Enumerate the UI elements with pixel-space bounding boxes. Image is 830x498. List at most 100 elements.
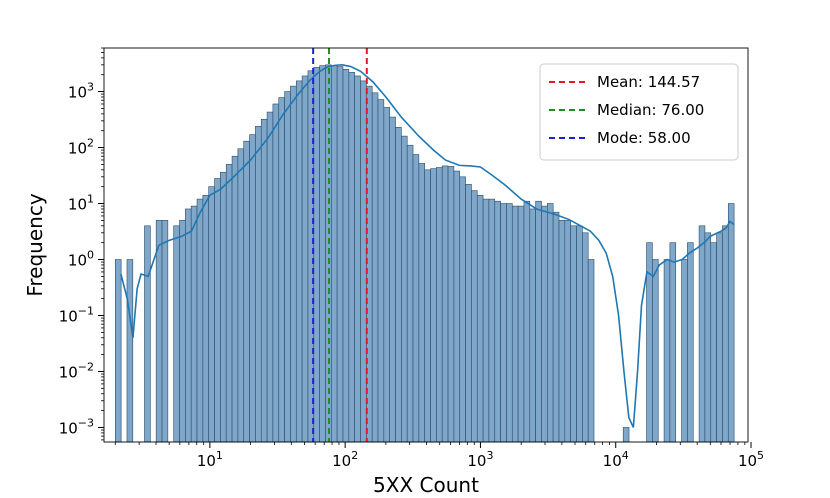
histogram-bar: [173, 225, 180, 443]
histogram-bar: [570, 225, 577, 443]
y-axis-ticks: 10−3 10−2 10−1 100 101 102 103: [59, 47, 104, 441]
histogram-bar: [430, 168, 437, 443]
legend-label: Mean: 144.57: [597, 73, 700, 91]
legend-label: Mode: 58.00: [597, 129, 691, 147]
histogram-bar: [295, 80, 303, 443]
histogram-bar: [348, 72, 355, 443]
histogram-bar: [255, 125, 262, 443]
histogram-bar: [389, 116, 396, 443]
histogram-bar: [336, 66, 344, 443]
histogram-bar: [698, 225, 706, 443]
histogram-bar: [541, 205, 548, 443]
histogram-bar: [354, 75, 361, 443]
histogram-bar: [476, 195, 484, 443]
histogram-bar: [272, 103, 280, 443]
histogram-bar: [529, 208, 536, 443]
histogram-bar: [208, 186, 215, 443]
plot-frame: [103, 47, 749, 443]
reference-lines: [312, 48, 368, 442]
histogram-bar: [576, 225, 583, 443]
histogram-bar: [418, 163, 426, 443]
histogram-bar: [243, 140, 250, 443]
histogram-bar: [500, 203, 507, 443]
histogram-bar: [126, 259, 134, 443]
histogram-bar: [144, 225, 151, 443]
histogram-bar: [488, 198, 496, 443]
kde-curve: [120, 64, 735, 428]
histogram-bar: [436, 167, 443, 443]
legend-box: [539, 63, 739, 161]
histogram-bar: [722, 225, 729, 443]
histogram-bar: [301, 75, 309, 443]
histogram-bar: [517, 205, 525, 443]
histogram-bar: [523, 200, 531, 443]
y-tick-label: 102: [68, 137, 94, 158]
y-tick-label: 10−2: [59, 360, 94, 381]
histogram-bar: [459, 176, 466, 443]
histogram-bar: [412, 154, 420, 443]
histogram-bar: [237, 148, 245, 443]
histogram-bar: [260, 118, 268, 443]
histogram-bar: [494, 200, 501, 443]
histogram-bar: [704, 232, 712, 443]
y-tick-label: 10−3: [59, 416, 94, 437]
histogram-bar: [681, 259, 688, 443]
x-tick-label: 105: [738, 449, 764, 470]
y-tick-label: 10−1: [59, 304, 94, 325]
histogram-bar: [307, 70, 315, 443]
histogram-bar: [115, 259, 122, 443]
histogram-bar: [395, 127, 402, 443]
histogram-bar: [546, 203, 554, 443]
histogram-bar: [482, 198, 490, 443]
histogram-bar: [582, 232, 589, 443]
histogram-bar: [465, 184, 472, 443]
histogram-bar: [155, 220, 163, 443]
histogram-bar: [214, 178, 221, 443]
histogram-bar: [225, 164, 233, 443]
histogram-bar: [506, 203, 513, 443]
x-tick-label: 102: [332, 449, 358, 470]
x-tick-label: 103: [467, 449, 493, 470]
histogram-bar: [401, 135, 408, 443]
y-axis-label: Frequency: [23, 193, 47, 296]
histogram-bar: [511, 205, 519, 443]
histogram-bar: [406, 144, 414, 443]
histogram-bar: [284, 91, 291, 443]
x-tick-label: 101: [197, 449, 223, 470]
histogram-bar: [249, 134, 256, 443]
histogram-bar: [727, 203, 735, 443]
histogram-bar: [587, 259, 595, 443]
histogram-bar: [231, 155, 239, 443]
histogram-bar: [424, 169, 431, 443]
histogram-bar: [196, 198, 204, 443]
histogram-bar: [179, 220, 186, 443]
histogram-bar: [716, 232, 723, 443]
y-tick-label: 101: [68, 193, 94, 214]
histogram-bar: [330, 65, 338, 443]
histogram-bar: [663, 259, 671, 443]
histogram-bar: [453, 170, 461, 443]
histogram-bar: [266, 111, 274, 443]
y-tick-label: 100: [68, 249, 94, 270]
x-axis-label: 5XX Count: [373, 473, 479, 497]
histogram-bars: [115, 64, 735, 443]
histogram-bar: [622, 427, 630, 443]
histogram-bar: [552, 211, 560, 443]
histogram-bar: [202, 195, 210, 443]
histogram-bar: [383, 107, 390, 443]
histogram-bar: [185, 208, 192, 443]
histogram-bar: [564, 220, 571, 443]
histogram-bar: [319, 65, 326, 443]
y-tick-label: 103: [68, 81, 94, 102]
histogram-bar: [278, 97, 285, 443]
x-axis-ticks: 101 102 103 104 105: [114, 442, 764, 470]
histogram-bar: [669, 242, 677, 443]
histogram-bar: [710, 242, 717, 443]
legend: Mean: 144.57 Median: 76.00 Mode: 58.00: [539, 63, 739, 161]
histogram-bar: [161, 220, 169, 443]
legend-label: Median: 76.00: [597, 101, 704, 119]
x-tick-label: 104: [603, 449, 629, 470]
histogram-bar: [290, 85, 297, 443]
histogram-bar: [313, 67, 320, 443]
